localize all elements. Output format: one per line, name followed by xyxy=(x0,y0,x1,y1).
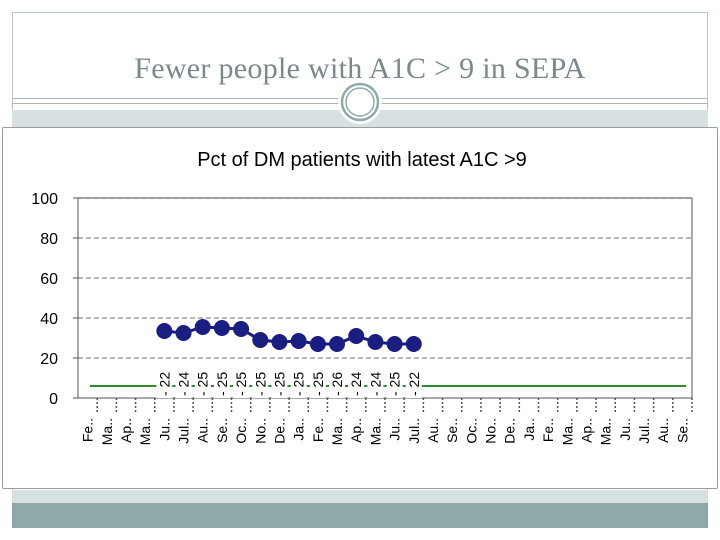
y-tick-label: 80 xyxy=(40,231,58,248)
x-tick-label: Se.. xyxy=(674,418,690,443)
overlay-label: - 26 xyxy=(329,372,345,396)
overlay-labels: - 22- 24- 25- 25- 25- 25- 25- 25- 25- 26… xyxy=(156,372,422,398)
x-tick-label: Ju.. xyxy=(617,418,633,441)
data-point xyxy=(156,323,173,339)
x-tick-label: De.. xyxy=(271,418,287,444)
x-tick-label: Ap.. xyxy=(118,418,134,443)
overlay-label: - 25 xyxy=(310,372,326,396)
x-tick-label: Fe.. xyxy=(310,418,326,442)
overlay-label: - 25 xyxy=(195,372,211,396)
x-tick-label: Oc.. xyxy=(463,418,479,444)
data-point xyxy=(329,336,346,352)
title-area: Fewer people with A1C > 9 in SEPA xyxy=(12,12,708,100)
data-point xyxy=(309,336,326,352)
x-tick-label: Ja.. xyxy=(521,418,537,441)
overlay-label: - 24 xyxy=(367,372,383,396)
x-tick-label: Ma.. xyxy=(99,418,115,445)
x-tick-label: Au.. xyxy=(195,418,211,443)
data-point xyxy=(252,332,269,348)
overlay-label-backing xyxy=(329,382,346,398)
data-point xyxy=(271,334,288,350)
data-point xyxy=(175,325,192,341)
axes xyxy=(73,197,693,412)
data-point xyxy=(367,334,384,350)
x-tick-label: Ju.. xyxy=(387,418,403,441)
overlay-label-backing xyxy=(290,382,307,398)
x-tick-label: Ma.. xyxy=(559,418,575,445)
x-tick-label: Ja.. xyxy=(291,418,307,441)
overlay-label-backing xyxy=(271,382,288,398)
x-tick-label: Fe.. xyxy=(80,418,96,442)
x-tick-label: No.. xyxy=(252,418,268,444)
overlay-label-backing xyxy=(367,382,384,398)
x-tick-label: Fe.. xyxy=(540,418,556,442)
overlay-label: - 25 xyxy=(214,372,230,396)
x-tick-label: Jul.. xyxy=(636,418,652,444)
overlay-label: - 22 xyxy=(406,372,422,396)
x-tick-label: Au.. xyxy=(655,418,671,443)
data-point xyxy=(194,319,211,335)
x-tick-label: Ma.. xyxy=(598,418,614,445)
y-tick-label: 60 xyxy=(40,271,58,288)
slide-title: Fewer people with A1C > 9 in SEPA xyxy=(134,52,586,85)
x-tick-label: Jul.. xyxy=(406,418,422,444)
overlay-label: - 24 xyxy=(348,372,364,396)
y-tick-label: 100 xyxy=(31,191,58,208)
y-tick-label: 20 xyxy=(40,351,58,368)
x-tick-label: Ap.. xyxy=(578,418,594,443)
y-tick-label: 0 xyxy=(49,391,58,408)
series-line xyxy=(156,319,422,352)
overlay-label-backing xyxy=(405,382,422,398)
data-point xyxy=(233,321,250,337)
data-point xyxy=(348,328,365,344)
x-tick-label: Se.. xyxy=(214,418,230,443)
x-tick-label: Ma.. xyxy=(367,418,383,445)
x-tick-label: Se.. xyxy=(444,418,460,443)
overlay-label-backing xyxy=(194,382,211,398)
overlay-label: - 25 xyxy=(387,372,403,396)
x-tick-label: Jul.. xyxy=(176,418,192,444)
overlay-label-backing xyxy=(386,382,403,398)
accent-band-bottom-light xyxy=(12,490,708,503)
x-tick-label: Ap.. xyxy=(348,418,364,443)
x-tick-label: Ju.. xyxy=(156,418,172,441)
overlay-label-backing xyxy=(233,382,250,398)
overlay-label-backing xyxy=(309,382,326,398)
x-tick-label: Oc.. xyxy=(233,418,249,444)
x-tick-labels: Fe.. Ma.. Ap.. Ma.. Ju.. Jul.. Au.. Se.. Oc.. No.… xyxy=(80,418,691,445)
chart-title: Pct of DM patients with latest A1C >9 xyxy=(197,149,527,171)
overlay-label-backing xyxy=(175,382,192,398)
circle-ornament-icon xyxy=(338,80,382,124)
line-chart: Pct of DM patients with latest A1C >9 0 2… xyxy=(31,149,693,445)
overlay-label-backing xyxy=(156,382,173,398)
overlay-label: - 25 xyxy=(291,372,307,396)
overlay-label-backing xyxy=(348,382,365,398)
overlay-label: - 25 xyxy=(271,372,287,396)
data-point xyxy=(290,333,307,349)
overlay-label: - 25 xyxy=(233,372,249,396)
overlay-label-backing xyxy=(252,382,269,398)
overlay-label-backing xyxy=(213,382,230,398)
x-tick-label: Au.. xyxy=(425,418,441,443)
x-tick-label: De.. xyxy=(502,418,518,444)
chart-panel: Pct of DM patients with latest A1C >9 0 2… xyxy=(2,127,718,489)
overlay-label: - 25 xyxy=(252,372,268,396)
x-tick-label: Ma.. xyxy=(137,418,153,445)
x-tick-label: No.. xyxy=(483,418,499,444)
x-tick-label: Ma.. xyxy=(329,418,345,445)
data-point xyxy=(386,336,403,352)
y-tick-labels: 0 20 40 60 80 100 xyxy=(31,191,58,408)
overlay-label: - 22 xyxy=(156,372,172,396)
data-point xyxy=(213,320,230,336)
accent-band-bottom xyxy=(12,503,708,528)
overlay-label: - 24 xyxy=(176,372,192,396)
y-tick-label: 40 xyxy=(40,311,58,328)
data-point xyxy=(405,336,422,352)
